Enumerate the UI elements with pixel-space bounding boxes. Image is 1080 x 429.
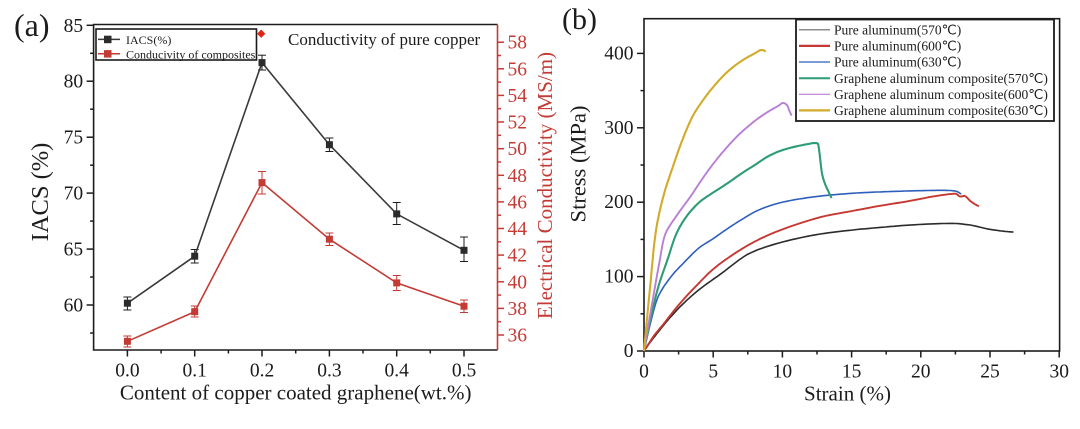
svg-text:Conducivity of composites: Conducivity of composites <box>126 47 256 61</box>
svg-text:60: 60 <box>64 296 84 317</box>
svg-text:Pure aluminum(570℃): Pure aluminum(570℃) <box>834 23 961 38</box>
svg-text:400: 400 <box>604 43 633 64</box>
svg-text:300: 300 <box>604 118 633 139</box>
svg-text:42: 42 <box>508 246 528 267</box>
svg-text:80: 80 <box>64 72 84 93</box>
svg-text:85: 85 <box>64 16 84 37</box>
svg-text:0: 0 <box>639 362 649 383</box>
svg-text:50: 50 <box>508 139 528 160</box>
svg-text:54: 54 <box>508 86 528 107</box>
svg-text:46: 46 <box>508 192 528 213</box>
svg-text:100: 100 <box>604 267 633 288</box>
svg-text:200: 200 <box>604 192 633 213</box>
svg-text:5: 5 <box>708 362 718 383</box>
svg-text:0.1: 0.1 <box>183 361 207 382</box>
svg-text:75: 75 <box>64 128 84 149</box>
svg-text:52: 52 <box>508 113 528 134</box>
svg-text:0.3: 0.3 <box>317 361 341 382</box>
svg-text:Electrical Conductivity (MS/m): Electrical Conductivity (MS/m) <box>533 52 557 319</box>
svg-text:Content of copper coated graph: Content of copper coated graphene(wt.%) <box>120 381 472 405</box>
svg-text:Graphene aluminum composite(57: Graphene aluminum composite(570℃) <box>834 71 1048 86</box>
svg-text:25: 25 <box>980 362 1000 383</box>
svg-text:(b): (b) <box>562 3 597 36</box>
svg-text:56: 56 <box>508 59 528 80</box>
svg-text:Strain (%): Strain (%) <box>804 382 891 406</box>
svg-text:(a): (a) <box>14 7 50 43</box>
svg-text:Graphene aluminum composite(60: Graphene aluminum composite(600℃) <box>834 87 1048 102</box>
svg-text:0.0: 0.0 <box>115 361 139 382</box>
svg-text:Pure aluminum(600℃): Pure aluminum(600℃) <box>834 39 961 54</box>
svg-text:0: 0 <box>624 341 634 362</box>
svg-text:44: 44 <box>508 219 528 240</box>
svg-text:0.2: 0.2 <box>250 361 274 382</box>
svg-text:Stress (MPa): Stress (MPa) <box>566 106 591 223</box>
svg-text:IACS(%): IACS(%) <box>126 33 171 47</box>
svg-text:0.4: 0.4 <box>385 361 410 382</box>
svg-text:Graphene aluminum composite(63: Graphene aluminum composite(630℃) <box>834 103 1048 118</box>
svg-text:15: 15 <box>842 362 862 383</box>
svg-text:10: 10 <box>773 362 793 383</box>
svg-text:40: 40 <box>508 272 528 293</box>
svg-text:48: 48 <box>508 166 528 187</box>
svg-text:58: 58 <box>508 33 528 54</box>
svg-text:0.5: 0.5 <box>452 361 476 382</box>
svg-text:65: 65 <box>64 240 84 261</box>
svg-text:36: 36 <box>508 326 528 347</box>
svg-text:70: 70 <box>64 184 84 205</box>
svg-text:20: 20 <box>911 362 931 383</box>
svg-text:30: 30 <box>1049 362 1069 383</box>
svg-text:IACS (%): IACS (%) <box>27 143 54 242</box>
svg-text:Pure aluminum(630℃): Pure aluminum(630℃) <box>834 55 961 70</box>
svg-text:Conductivity of pure copper: Conductivity of pure copper <box>288 30 480 49</box>
svg-text:38: 38 <box>508 299 528 320</box>
